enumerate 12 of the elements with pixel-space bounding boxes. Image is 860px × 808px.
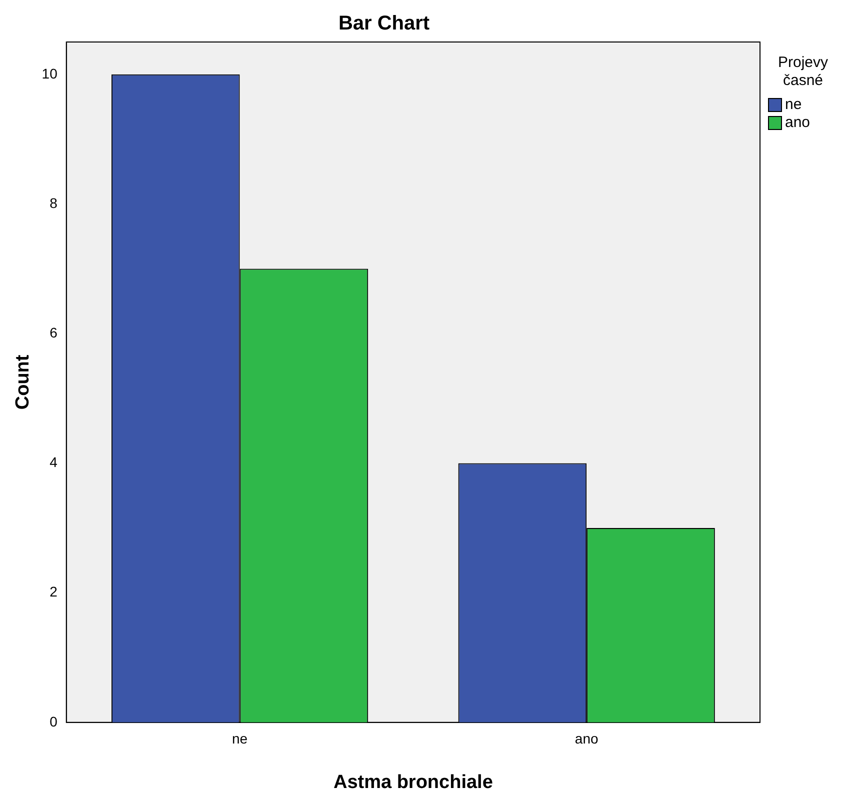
y-tick-label: 6 [50, 324, 58, 340]
y-tick-label: 4 [50, 454, 58, 470]
y-tick-label: 2 [50, 584, 58, 600]
y-tick-label: 0 [50, 713, 58, 730]
y-tick-label: 10 [42, 65, 58, 82]
legend-label: ne [785, 96, 802, 114]
legend-title: Projevy časné [776, 54, 830, 90]
chart-title: Bar Chart [338, 12, 430, 35]
y-axis-title: Count [12, 354, 34, 410]
legend-label: ano [785, 114, 810, 132]
y-tick-label: 8 [50, 194, 58, 211]
x-axis-title: Astma bronchiale [333, 772, 493, 793]
